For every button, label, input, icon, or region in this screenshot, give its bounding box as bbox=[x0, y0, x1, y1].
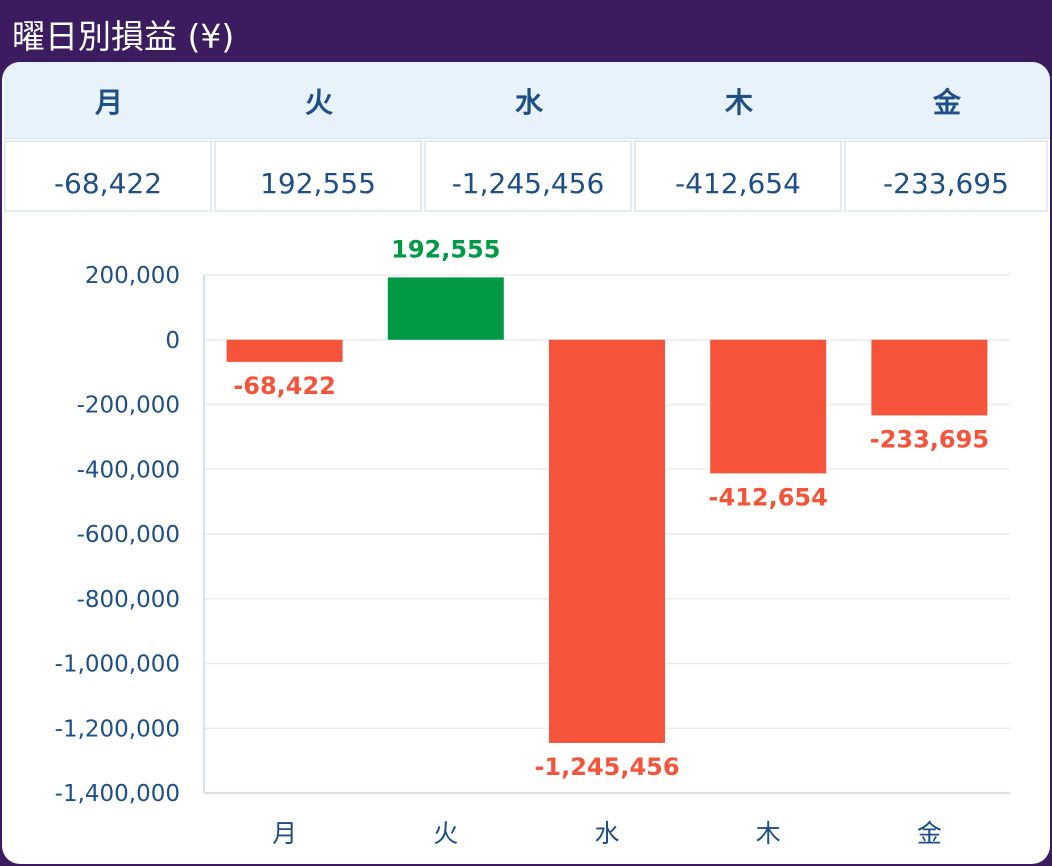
bar bbox=[387, 277, 504, 340]
chart-card: 月 火 水 木 金 -68,422 192,555 -1,245,456 -41… bbox=[2, 62, 1050, 864]
table-cell-mon: -68,422 bbox=[4, 140, 212, 212]
table-cell-thu: -412,654 bbox=[634, 140, 842, 212]
table-header-wed: 水 bbox=[514, 86, 543, 119]
x-tick-label: 木 bbox=[756, 819, 781, 848]
y-tick-label: -1,000,000 bbox=[55, 652, 180, 678]
bar-chart: 200,000 0 -200,000 -400,000 -600,000 -800,000… bbox=[55, 235, 1010, 848]
data-label: -68,422 bbox=[233, 372, 336, 400]
data-label: -1,245,456 bbox=[534, 753, 679, 781]
table-cell-fri: -233,695 bbox=[844, 140, 1048, 212]
table-header-tue: 火 bbox=[304, 86, 333, 119]
y-tick-label: -1,200,000 bbox=[55, 716, 180, 742]
header-bar: 曜日別損益 (¥) bbox=[0, 0, 1052, 64]
y-tick-label: 0 bbox=[165, 328, 180, 354]
y-tick-label: -600,000 bbox=[77, 522, 180, 548]
data-label: 192,555 bbox=[391, 235, 500, 263]
y-tick-label: -400,000 bbox=[77, 457, 180, 483]
table-header-thu: 木 bbox=[724, 86, 753, 119]
bar bbox=[871, 339, 988, 416]
table-header-row: 月 火 水 木 金 bbox=[4, 62, 1050, 139]
y-tick-label: 200,000 bbox=[85, 263, 180, 289]
bar bbox=[226, 339, 343, 362]
table-cell-wed: -1,245,456 bbox=[424, 140, 632, 212]
bar bbox=[710, 339, 827, 474]
data-label: -412,654 bbox=[709, 483, 828, 511]
table-header-fri: 金 bbox=[932, 86, 961, 119]
table-cell-tue: 192,555 bbox=[214, 140, 422, 212]
page-title: 曜日別損益 (¥) bbox=[12, 17, 235, 56]
data-label: -233,695 bbox=[870, 425, 989, 453]
y-tick-label: -800,000 bbox=[77, 587, 180, 613]
y-tick-label: -1,400,000 bbox=[55, 781, 180, 807]
table-header-mon: 月 bbox=[94, 86, 123, 119]
x-tick-label: 火 bbox=[433, 819, 458, 848]
x-tick-label: 水 bbox=[594, 819, 619, 848]
x-tick-label: 月 bbox=[272, 819, 297, 848]
x-tick-label: 金 bbox=[917, 819, 942, 848]
bar bbox=[549, 339, 665, 743]
y-tick-label: -200,000 bbox=[77, 393, 180, 419]
